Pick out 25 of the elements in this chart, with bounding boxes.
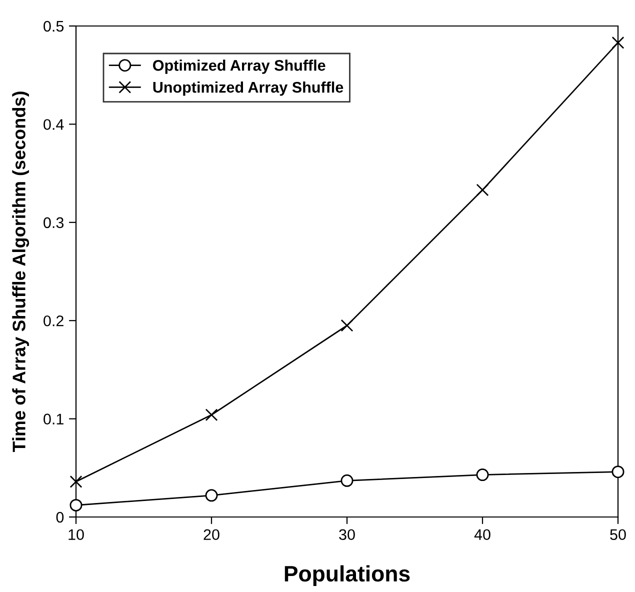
point <box>340 319 354 332</box>
y-tick-label: 0.2 <box>44 315 64 326</box>
point <box>70 498 82 512</box>
y-tick-label: 0 <box>56 512 64 523</box>
legend-label: Optimized Array Shuffle <box>153 60 326 74</box>
x-axis-title: Populations <box>284 565 410 586</box>
point <box>476 184 489 196</box>
y-axis-title: Time of Array Shuffle Algorithm (seconds) <box>12 92 30 452</box>
y-tick-label: 0.1 <box>44 414 64 424</box>
x-tick-label: 50 <box>610 529 626 540</box>
point <box>340 474 354 487</box>
x-tick-label: 10 <box>68 529 84 540</box>
y-tick-label: 0.4 <box>44 119 64 130</box>
x-tick-label: 40 <box>474 529 490 540</box>
point <box>205 408 218 422</box>
y-tick-label: 0.3 <box>44 217 64 228</box>
point <box>70 475 82 488</box>
x-tick-label: 20 <box>204 529 220 540</box>
point <box>205 489 218 502</box>
legend-label: Unoptimized Array Shuffle <box>153 81 344 96</box>
point <box>612 36 624 49</box>
x-tick-label: 30 <box>339 529 355 540</box>
point <box>476 468 489 482</box>
point <box>612 466 624 478</box>
y-tick-label: 0.5 <box>44 20 64 32</box>
